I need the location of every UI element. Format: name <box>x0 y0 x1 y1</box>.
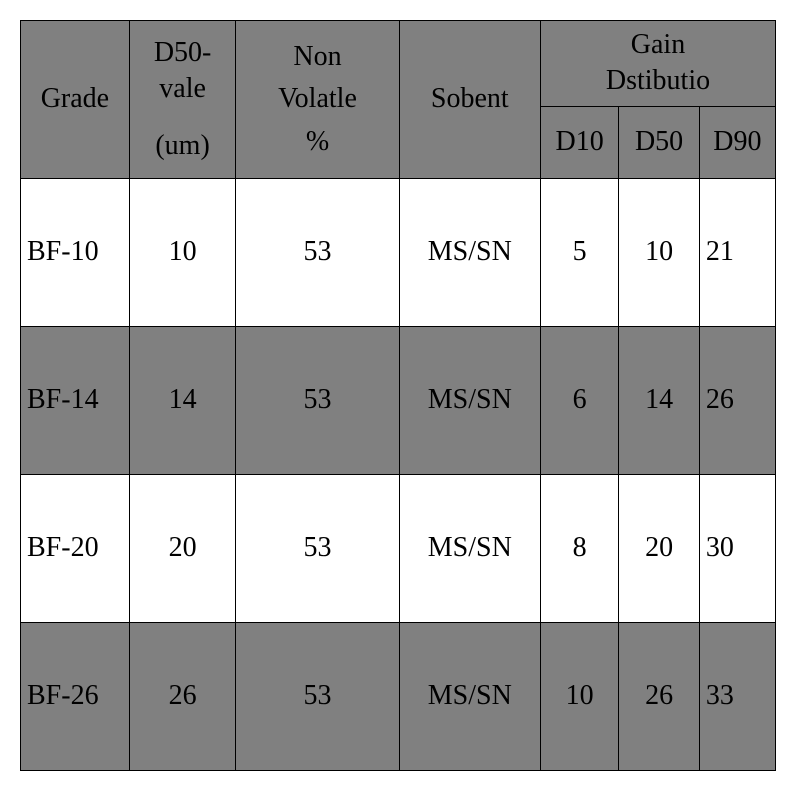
cell-d50: 14 <box>619 326 700 474</box>
cell-d50-value: 20 <box>129 474 236 622</box>
cell-non-volatile: 53 <box>236 622 399 770</box>
header-sobent: Sobent <box>399 21 540 179</box>
cell-non-volatile: 53 <box>236 178 399 326</box>
cell-grade: BF-26 <box>21 622 130 770</box>
header-d90-label: D90 <box>713 126 761 157</box>
table-row: BF-10 10 53 MS/SN 5 10 21 <box>21 178 776 326</box>
cell-d50-value: 10 <box>129 178 236 326</box>
header-d50-value-line1: D50- <box>154 37 212 68</box>
cell-d10: 5 <box>540 178 618 326</box>
cell-sobent: MS/SN <box>399 326 540 474</box>
cell-d50: 20 <box>619 474 700 622</box>
header-sobent-label: Sobent <box>431 83 509 114</box>
header-grade: Grade <box>21 21 130 179</box>
header-grade-label: Grade <box>41 83 109 114</box>
cell-d90: 33 <box>699 622 775 770</box>
cell-d50-value: 26 <box>129 622 236 770</box>
spec-table: Grade D50- vale (um) Non Volatle % <box>20 20 776 771</box>
header-d50-value-unit: (um) <box>155 130 209 161</box>
cell-d50-value: 14 <box>129 326 236 474</box>
cell-grade: BF-10 <box>21 178 130 326</box>
header-gain-distribution: Gain Dstibutio <box>540 21 775 107</box>
cell-d50: 10 <box>619 178 700 326</box>
header-non-volatile-line3: % <box>306 124 329 160</box>
header-non-volatile-line1: Non <box>293 39 341 75</box>
header-d50-value-line2: vale <box>159 73 206 104</box>
cell-grade: BF-14 <box>21 326 130 474</box>
cell-sobent: MS/SN <box>399 622 540 770</box>
cell-sobent: MS/SN <box>399 474 540 622</box>
cell-grade: BF-20 <box>21 474 130 622</box>
cell-d90: 30 <box>699 474 775 622</box>
cell-d90: 26 <box>699 326 775 474</box>
header-d10: D10 <box>540 106 618 178</box>
spec-table-container: Grade D50- vale (um) Non Volatle % <box>20 20 776 771</box>
cell-non-volatile: 53 <box>236 474 399 622</box>
header-non-volatile: Non Volatle % <box>236 21 399 179</box>
table-row: BF-26 26 53 MS/SN 10 26 33 <box>21 622 776 770</box>
cell-non-volatile: 53 <box>236 326 399 474</box>
cell-d90: 21 <box>699 178 775 326</box>
header-d90: D90 <box>699 106 775 178</box>
header-gain-line2: Dstibutio <box>606 65 710 96</box>
cell-d50: 26 <box>619 622 700 770</box>
cell-d10: 6 <box>540 326 618 474</box>
header-gain-line1: Gain <box>631 29 685 60</box>
header-d10-label: D10 <box>556 126 604 157</box>
header-non-volatile-line2: Volatle <box>278 81 357 117</box>
table-row: BF-14 14 53 MS/SN 6 14 26 <box>21 326 776 474</box>
header-d50-value: D50- vale (um) <box>129 21 236 179</box>
cell-sobent: MS/SN <box>399 178 540 326</box>
header-d50-label: D50 <box>635 126 683 157</box>
cell-d10: 10 <box>540 622 618 770</box>
header-d50: D50 <box>619 106 700 178</box>
cell-d10: 8 <box>540 474 618 622</box>
table-row: BF-20 20 53 MS/SN 8 20 30 <box>21 474 776 622</box>
